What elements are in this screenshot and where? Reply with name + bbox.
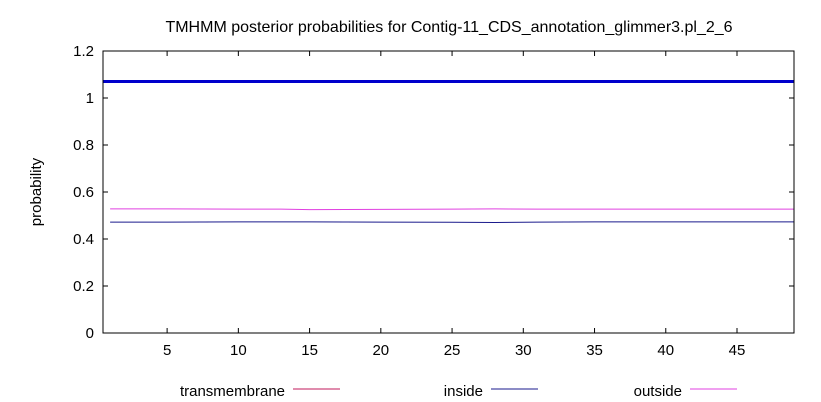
series-line-inside: [110, 221, 794, 224]
y-tick-label: 0.2: [73, 278, 94, 295]
y-axis-label: probability: [28, 157, 45, 226]
x-tick-label: 35: [586, 342, 603, 359]
legend-label-inside: inside: [444, 383, 483, 400]
y-tick-label: 0: [86, 325, 94, 342]
y-tick-label: 0.6: [73, 184, 94, 201]
legend-item-inside: inside: [444, 383, 538, 400]
x-tick-label: 10: [230, 342, 247, 359]
legend-item-transmembrane: transmembrane: [180, 383, 340, 400]
x-ticks: 5 10 15 20 25 30 35 40 45: [163, 51, 745, 359]
legend: transmembrane inside outside: [180, 383, 737, 400]
x-tick-label: 15: [301, 342, 318, 359]
y-tick-label: 0.8: [73, 137, 94, 154]
plot-frame: [102, 50, 795, 334]
x-tick-label: 25: [444, 342, 461, 359]
x-tick-label: 20: [372, 342, 389, 359]
x-tick-label: 30: [515, 342, 532, 359]
series-layer: [103, 80, 794, 334]
legend-label-outside: outside: [634, 383, 682, 400]
legend-item-outside: outside: [634, 383, 737, 400]
series-line-outside: [110, 208, 794, 211]
x-tick-label: 5: [163, 342, 171, 359]
y-ticks: 0 0.2 0.4 0.6 0.8 1 1.2: [73, 43, 794, 342]
chart-title: TMHMM posterior probabilities for Contig…: [165, 19, 732, 36]
y-tick-label: 1.2: [73, 43, 94, 60]
legend-label-transmembrane: transmembrane: [180, 383, 285, 400]
y-tick-label: 1: [86, 90, 94, 107]
x-tick-label: 45: [729, 342, 746, 359]
y-tick-label: 0.4: [73, 231, 94, 248]
x-tick-label: 40: [657, 342, 674, 359]
